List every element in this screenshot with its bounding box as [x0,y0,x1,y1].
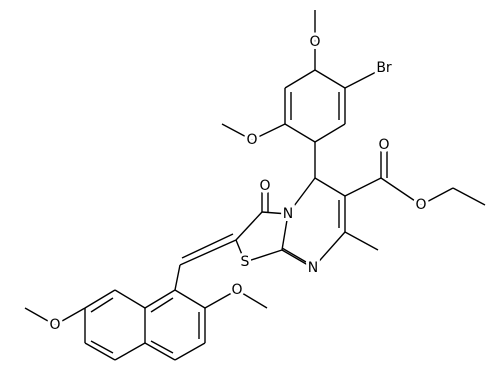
atom-label: O [231,282,242,298]
atom-labels: O Br O O O O N S N O O [46,31,429,336]
atom-label: O [378,137,389,153]
atom-label: N [308,260,318,276]
atom-label: O [259,178,270,194]
atom-label: N [283,206,293,222]
atom-label: O [415,197,426,213]
atom-label: Br [376,60,392,76]
atom-label: S [241,254,250,270]
atom-label: O [246,132,257,148]
atom-label: O [309,34,320,50]
bonds [24,10,486,361]
atom-label: O [49,317,60,333]
